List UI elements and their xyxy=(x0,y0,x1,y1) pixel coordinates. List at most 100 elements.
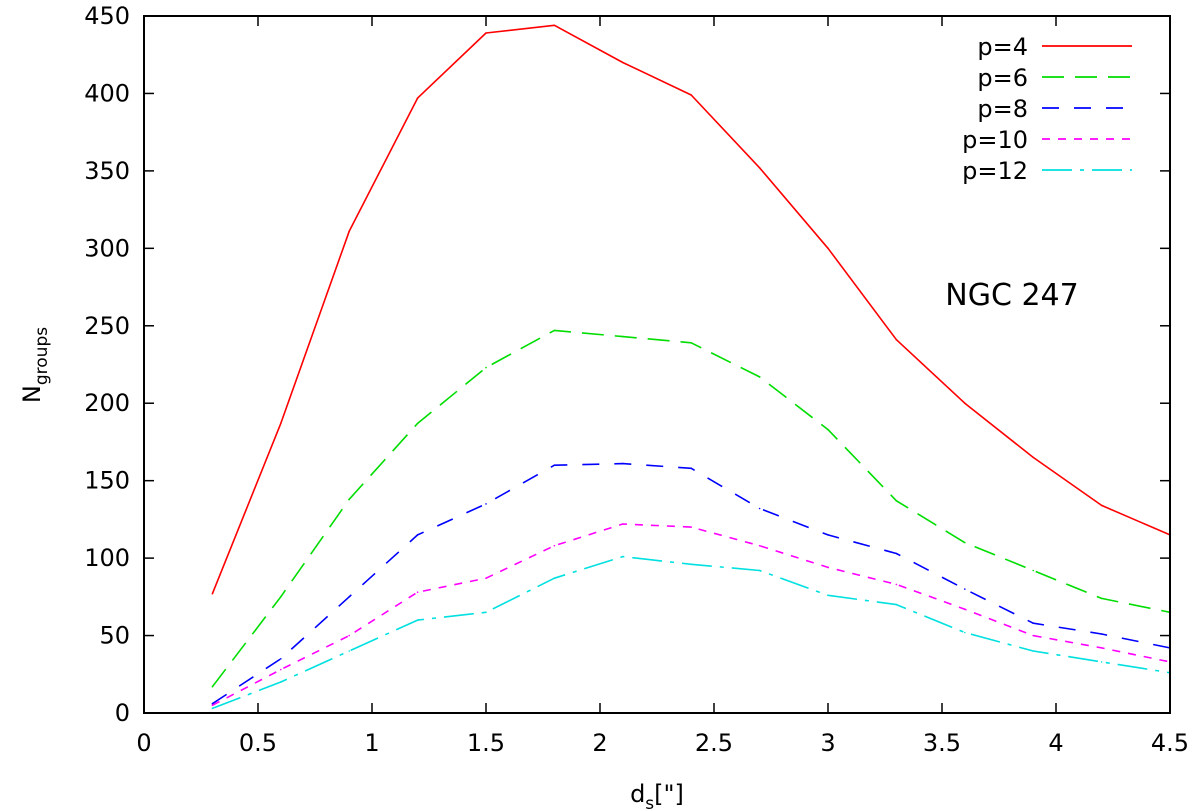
x-axis-label-sub: s xyxy=(645,794,654,811)
y-axis-label-main: N xyxy=(18,385,46,403)
x-tick-label: 2 xyxy=(592,729,607,757)
y-tick-label: 200 xyxy=(84,389,130,417)
legend-item: p=4 xyxy=(977,33,1132,61)
data-point xyxy=(758,544,761,547)
x-tick-label: 0.5 xyxy=(239,729,277,757)
data-point xyxy=(622,61,624,64)
x-tick-label: 1 xyxy=(364,729,379,757)
series-line xyxy=(211,329,1171,688)
data-point xyxy=(1032,634,1034,637)
data-point xyxy=(622,523,624,525)
data-point xyxy=(758,507,761,510)
data-point xyxy=(1032,622,1034,624)
data-point xyxy=(1032,456,1034,459)
data-point xyxy=(211,707,214,710)
data-point xyxy=(485,611,487,614)
data-point xyxy=(964,608,966,610)
data-point xyxy=(348,634,351,637)
data-point xyxy=(622,335,624,338)
data-point xyxy=(1100,633,1103,635)
legend-item: p=8 xyxy=(977,95,1132,123)
data-point xyxy=(553,577,556,579)
data-point xyxy=(758,167,761,169)
data-point xyxy=(485,366,487,369)
y-tick-label: 400 xyxy=(84,79,130,107)
data-point xyxy=(348,498,351,501)
data-point xyxy=(895,338,898,341)
data-point xyxy=(416,97,419,99)
data-point xyxy=(553,464,556,467)
y-tick-label: 300 xyxy=(84,234,130,262)
data-point xyxy=(280,422,282,425)
data-point xyxy=(280,668,282,671)
data-point xyxy=(690,467,692,470)
y-tick-labels: 0 50 100 150 200 250 300 350 400 450 xyxy=(84,2,130,727)
y-tick-label: 0 xyxy=(115,699,130,727)
data-point xyxy=(827,534,829,536)
plot-frame xyxy=(143,15,1171,714)
data-point xyxy=(280,681,282,683)
data-point xyxy=(553,544,556,547)
x-tick-label: 4 xyxy=(1048,729,1063,757)
data-point xyxy=(1032,650,1034,652)
legend-item: p=10 xyxy=(962,126,1132,154)
data-point xyxy=(211,592,214,595)
data-point xyxy=(964,541,966,544)
data-point xyxy=(553,24,556,27)
data-point xyxy=(1100,661,1103,663)
series-line xyxy=(211,462,1171,705)
data-point xyxy=(827,428,829,431)
data-point xyxy=(485,32,487,34)
legend-label: p=12 xyxy=(962,157,1028,185)
data-point xyxy=(1100,647,1103,649)
data-point xyxy=(895,583,898,586)
y-tick-label: 250 xyxy=(84,312,130,340)
x-tick-label: 4.5 xyxy=(1151,729,1189,757)
x-tick-label: 1.5 xyxy=(467,729,505,757)
data-point xyxy=(1032,569,1034,572)
data-point xyxy=(211,702,214,705)
data-point xyxy=(827,594,829,597)
data-point xyxy=(758,376,761,378)
data-point xyxy=(758,569,761,572)
data-point xyxy=(280,596,282,598)
legend-item: p=12 xyxy=(962,157,1132,185)
y-tick-label: 100 xyxy=(84,544,130,572)
data-point xyxy=(895,500,898,502)
data-point xyxy=(690,526,692,528)
data-point xyxy=(485,577,487,579)
data-point xyxy=(964,402,966,405)
legend-item: p=6 xyxy=(977,64,1132,92)
x-tick-labels: 0 0.5 1 1.5 2 2.5 3 3.5 4 4.5 xyxy=(136,729,1189,757)
data-point xyxy=(416,422,419,425)
y-tick-label: 150 xyxy=(84,467,130,495)
data-point xyxy=(416,591,419,593)
data-point xyxy=(1100,504,1103,507)
data-point xyxy=(964,631,966,634)
data-point xyxy=(485,503,487,505)
data-point xyxy=(964,588,966,590)
x-tick-label: 3.5 xyxy=(923,729,961,757)
data-point xyxy=(348,230,351,233)
series-p=10 xyxy=(211,523,1171,707)
data-point xyxy=(416,619,419,621)
x-axis-label-rest: ["] xyxy=(654,780,684,808)
series-p=6 xyxy=(211,329,1171,688)
data-point xyxy=(622,462,624,465)
series-line xyxy=(212,523,1171,707)
legend: p=4 p=6 p=8 p=10 p=12 xyxy=(962,33,1132,185)
data-point xyxy=(348,596,351,598)
x-axis-label-main: d xyxy=(630,780,645,808)
x-tick-label: 0 xyxy=(136,729,151,757)
data-point xyxy=(1100,597,1103,600)
data-point xyxy=(211,704,214,707)
data-point xyxy=(348,650,351,652)
series-layer xyxy=(211,24,1171,710)
data-point xyxy=(280,658,282,660)
data-point xyxy=(895,603,898,606)
data-point xyxy=(690,563,692,566)
series-line xyxy=(212,555,1171,710)
ticks-layer xyxy=(143,15,1171,714)
x-axis-label: ds["] xyxy=(630,780,684,811)
